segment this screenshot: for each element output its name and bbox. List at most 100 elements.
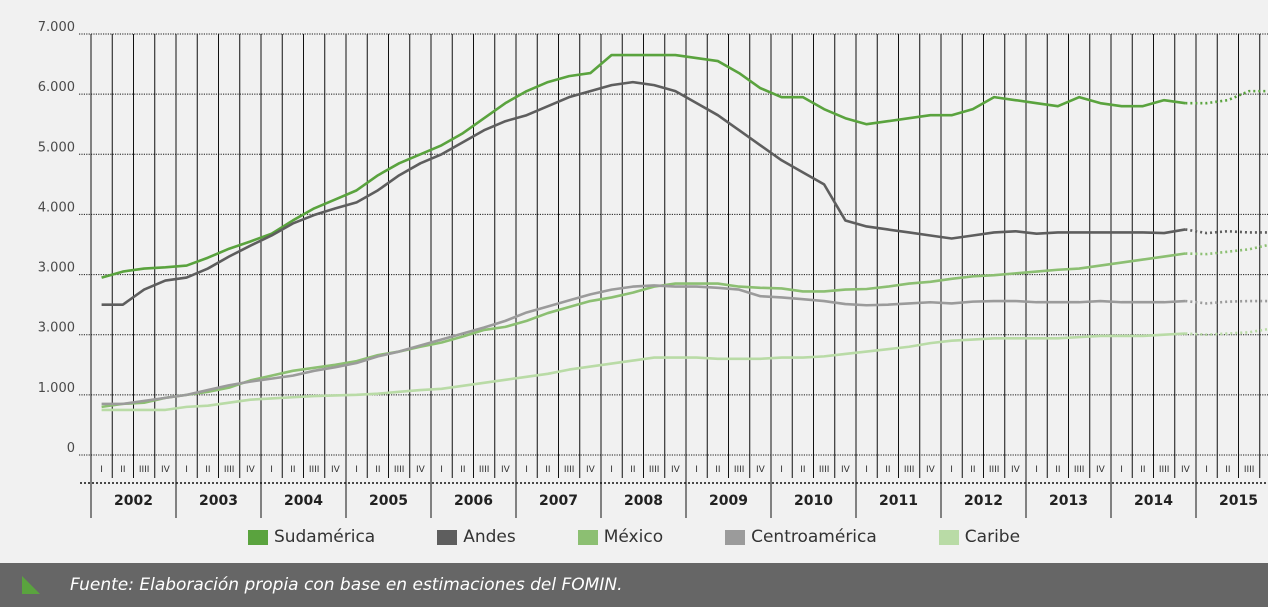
year-label: 2012 (964, 493, 1003, 509)
y-tick-label: 0 (67, 441, 75, 456)
quarter-tick-label: II (375, 465, 380, 475)
legend-swatch (437, 529, 458, 545)
year-label: 2009 (709, 493, 748, 509)
quarter-tick-label: IIII (1074, 465, 1085, 475)
quarter-tick-label: IV (246, 465, 256, 475)
quarter-tick-label: IIII (479, 465, 490, 475)
quarter-tick-label: IV (756, 465, 766, 475)
quarter-tick-label: I (355, 465, 358, 475)
y-tick-label: 3.000 (38, 261, 75, 276)
y-tick-label: 1.000 (38, 381, 75, 396)
year-label: 2005 (369, 493, 408, 509)
quarter-tick-label: I (950, 465, 953, 475)
quarter-tick-label: IIII (394, 465, 405, 475)
series-projection-line (1185, 327, 1268, 337)
quarter-tick-label: IV (1096, 465, 1106, 475)
year-label: 2013 (1049, 493, 1088, 509)
quarter-tick-label: II (1225, 465, 1230, 475)
quarter-tick-label: I (695, 465, 698, 475)
y-axis: 0 1.000 3.000 3.000 4.000 5.000 6.000 7.000 (38, 20, 75, 456)
quarter-tick-label: IIII (989, 465, 1000, 475)
y-tick-label: 4.000 (38, 200, 75, 215)
legend-item: Sudamérica (247, 527, 376, 547)
quarter-tick-label: I (865, 465, 868, 475)
quarter-tick-label: II (970, 465, 975, 475)
year-label: 2004 (284, 493, 323, 509)
quarter-tick-label: II (1055, 465, 1060, 475)
quarter-tick-label: II (205, 465, 210, 475)
series-projection-line (1185, 89, 1268, 105)
quarter-tick-label: II (885, 465, 890, 475)
legend-label: Sudamérica (273, 527, 376, 547)
y-tick-label: 7.000 (38, 20, 75, 35)
legend-item: Caribe (938, 527, 1020, 547)
quarter-tick-label: IIII (564, 465, 575, 475)
legend-label: Andes (463, 527, 516, 547)
quarter-tick-label: IIII (734, 465, 745, 475)
legend-item: Andes (437, 527, 516, 547)
chart-area: 0 1.000 3.000 3.000 4.000 5.000 6.000 7.000 I II… (37, 20, 1268, 518)
quarter-tick-label: I (1205, 465, 1208, 475)
x-axis: I II IIII IV I II IIII IV I II IIII IV I II IIII IV I II I… (80, 465, 1268, 509)
quarter-tick-label: IIII (649, 465, 660, 475)
quarter-tick-label: IIII (819, 465, 830, 475)
legend-swatch (577, 529, 598, 545)
legend-label: México (603, 527, 664, 547)
quarter-tick-label: IV (1011, 465, 1021, 475)
year-label: 2011 (879, 493, 918, 509)
quarter-tick-label: IIII (904, 465, 915, 475)
quarter-tick-label: II (460, 465, 465, 475)
y-tick-label: 5.000 (38, 140, 75, 155)
quarter-tick-label: I (525, 465, 528, 475)
quarter-tick-label: I (1035, 465, 1038, 475)
series-projection-line (1185, 243, 1268, 256)
series-line (101, 80, 1186, 306)
legend: Sudamérica Andes México Centroamérica Caribe (0, 524, 1268, 550)
legend-label: Centroamérica (751, 527, 877, 547)
quarter-tick-label: II (120, 465, 125, 475)
year-label: 2002 (114, 493, 153, 509)
legend-item: México (577, 527, 664, 547)
source-footer: Fuente: Elaboración propia con base en e… (0, 563, 1268, 607)
quarter-tick-label: II (290, 465, 295, 475)
quarter-tick-label: IIII (1244, 465, 1255, 475)
quarter-tick-label: IV (1181, 465, 1191, 475)
y-tick-label: 6.000 (38, 80, 75, 95)
year-label: 2003 (199, 493, 238, 509)
quarter-tick-label: IIII (309, 465, 320, 475)
year-label: 2006 (454, 493, 493, 509)
quarter-tick-label: II (630, 465, 635, 475)
year-label: 2010 (794, 493, 833, 509)
quarter-tick-label: IV (841, 465, 851, 475)
series-line (101, 284, 1186, 406)
year-label: 2015 (1219, 493, 1258, 509)
quarter-tick-label: II (800, 465, 805, 475)
series-projection-line (1185, 228, 1268, 235)
quarter-tick-label: IIII (139, 465, 150, 475)
quarter-tick-label: II (545, 465, 550, 475)
legend-swatch (938, 529, 959, 545)
quarter-tick-label: IV (161, 465, 171, 475)
quarter-tick-label: IIII (224, 465, 235, 475)
quarter-tick-label: IV (331, 465, 341, 475)
legend-swatch (725, 529, 746, 545)
quarter-tick-label: IV (671, 465, 681, 475)
quarter-tick-label: IV (501, 465, 511, 475)
y-tick-label: 3.000 (38, 321, 75, 336)
year-label: 2007 (539, 493, 578, 509)
legend-item: Centroamérica (725, 527, 877, 547)
quarter-tick-label: I (100, 465, 103, 475)
quarter-tick-label: II (1140, 465, 1145, 475)
grid (79, 33, 1268, 518)
quarter-tick-label: IV (416, 465, 426, 475)
quarter-tick-label: II (715, 465, 720, 475)
quarter-tick-label: I (780, 465, 783, 475)
quarter-tick-label: I (1120, 465, 1123, 475)
series-projection-line (1185, 299, 1268, 305)
quarter-tick-label: I (270, 465, 273, 475)
legend-swatch (247, 529, 268, 545)
triangle-icon (22, 576, 40, 594)
year-label: 2014 (1134, 493, 1173, 509)
quarter-tick-label: I (610, 465, 613, 475)
